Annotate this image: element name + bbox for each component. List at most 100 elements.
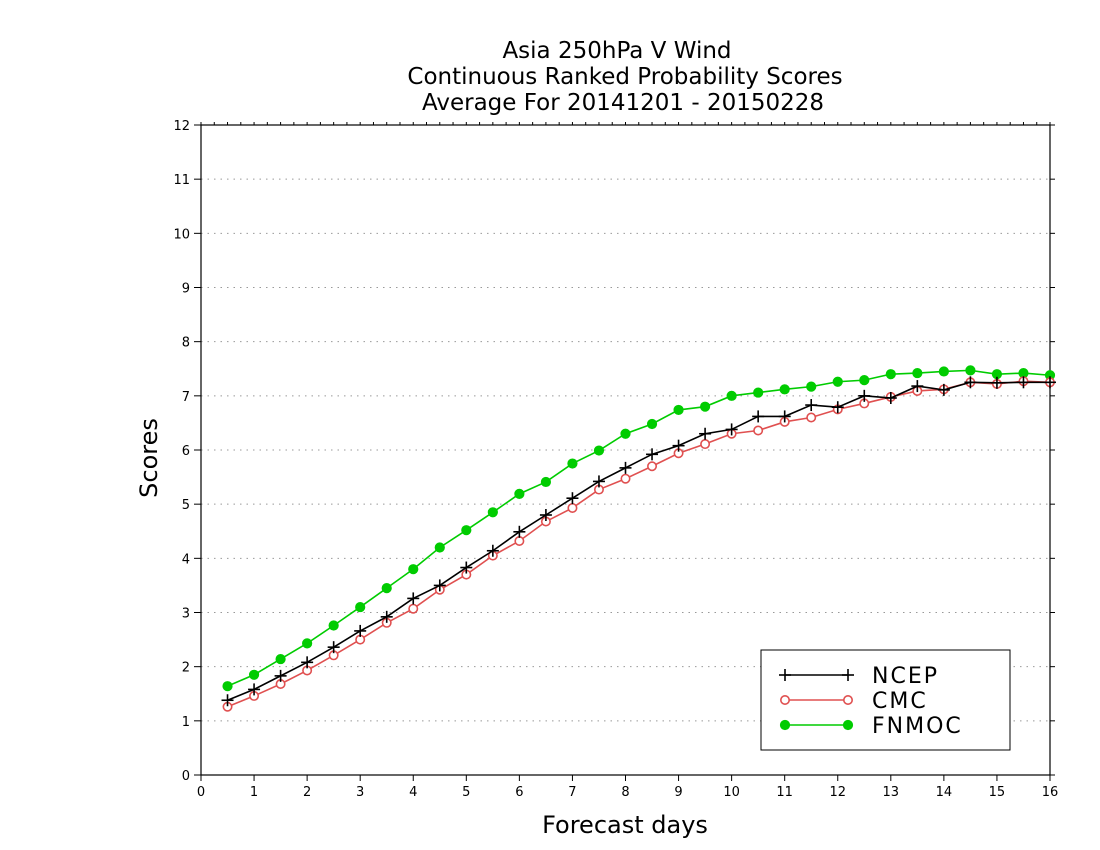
data-point-cmc	[806, 412, 817, 423]
data-point-ncep	[592, 475, 605, 488]
x-tick-label: 7	[568, 785, 576, 800]
legend-item-fnmoc: FNMOC	[779, 714, 963, 739]
data-point-fnmoc	[753, 387, 764, 398]
x-tick-label: 1	[250, 785, 258, 800]
data-point-ncep	[990, 376, 1003, 389]
data-point-fnmoc	[567, 458, 578, 469]
data-point-ncep	[778, 410, 791, 423]
data-point-cmc	[753, 425, 764, 436]
data-point-fnmoc	[938, 366, 949, 377]
data-point-ncep	[858, 389, 871, 402]
data-point-cmc	[620, 473, 631, 484]
data-point-ncep	[221, 694, 234, 707]
y-tick-label: 3	[182, 607, 190, 622]
y-tick-label: 5	[182, 498, 190, 513]
y-tick-label: 2	[182, 661, 190, 676]
x-tick-label: 3	[356, 785, 364, 800]
data-point-ncep	[911, 380, 924, 393]
legend-marker	[842, 669, 854, 681]
data-point-ncep	[1017, 376, 1030, 389]
x-axis-title: Forecast days	[542, 811, 708, 839]
x-tick-label: 6	[515, 785, 523, 800]
data-point-fnmoc	[355, 601, 366, 613]
legend-item-ncep: NCEP	[779, 664, 939, 689]
title-line-1: Asia 250hPa V Wind	[502, 38, 731, 64]
data-point-ncep	[327, 641, 340, 654]
data-point-ncep	[672, 439, 685, 452]
data-point-ncep	[566, 492, 579, 505]
data-point-fnmoc	[699, 401, 711, 412]
x-tick-label: 8	[621, 785, 629, 800]
title-line-3: Average For 20141201 - 20150228	[422, 90, 824, 116]
x-tick-label: 12	[829, 785, 846, 800]
x-tick-label: 4	[409, 785, 417, 800]
data-point-ncep	[301, 656, 314, 669]
x-tick-label: 15	[989, 785, 1006, 800]
y-tick-label: 7	[182, 390, 190, 405]
data-point-ncep	[699, 427, 712, 440]
data-point-fnmoc	[461, 525, 472, 536]
data-point-fnmoc	[593, 445, 605, 456]
data-point-fnmoc	[620, 428, 631, 439]
data-point-fnmoc	[248, 669, 260, 680]
data-point-cmc	[647, 461, 658, 472]
data-point-fnmoc	[965, 365, 976, 376]
data-point-ncep	[805, 399, 818, 412]
data-point-fnmoc	[381, 583, 392, 594]
data-point-ncep	[513, 525, 526, 538]
data-point-fnmoc	[726, 390, 737, 401]
series-group	[221, 365, 1056, 712]
data-point-ncep	[752, 410, 765, 423]
data-point-ncep	[486, 544, 499, 557]
data-point-cmc	[408, 603, 419, 614]
data-point-fnmoc	[779, 384, 790, 395]
legend-label-cmc: CMC	[872, 689, 928, 714]
y-tick-label: 0	[182, 769, 190, 784]
y-tick-label: 1	[182, 715, 190, 730]
data-point-ncep	[884, 392, 897, 404]
y-tick-label: 9	[182, 282, 190, 297]
legend-marker	[842, 694, 853, 705]
series-fnmoc	[222, 365, 1056, 692]
legend-marker	[842, 719, 854, 731]
x-tick-label: 16	[1042, 785, 1059, 800]
x-tick-label: 5	[462, 785, 470, 800]
data-point-fnmoc	[408, 564, 419, 575]
data-point-fnmoc	[328, 620, 339, 631]
data-point-ncep	[274, 669, 287, 682]
data-point-fnmoc	[487, 507, 498, 518]
x-tick-label: 2	[303, 785, 311, 800]
legend-label-fnmoc: FNMOC	[872, 714, 963, 739]
data-point-cmc	[700, 439, 711, 450]
x-tick-label: 11	[776, 785, 793, 800]
data-point-ncep	[725, 423, 738, 436]
data-point-ncep	[619, 461, 632, 474]
gridlines	[201, 178, 1050, 722]
data-point-ncep	[539, 509, 552, 521]
series-line-ncep	[227, 381, 1050, 701]
legend-label-ncep: NCEP	[872, 664, 939, 689]
data-point-fnmoc	[912, 367, 923, 379]
series-line-fnmoc	[227, 369, 1051, 687]
legend-item-cmc: CMC	[779, 689, 928, 714]
data-point-fnmoc	[275, 653, 286, 665]
data-point-ncep	[354, 624, 367, 637]
data-point-fnmoc	[673, 404, 684, 416]
data-point-ncep	[248, 683, 261, 696]
x-axis: 0 1 2 3 4 5 6 7 8 9 10 11 12 13 14 15 16	[197, 122, 1058, 800]
y-axis-title: Scores	[135, 418, 163, 498]
y-tick-label: 8	[182, 336, 190, 351]
data-point-ncep	[1044, 376, 1056, 389]
legend-marker	[779, 694, 790, 705]
data-point-fnmoc	[302, 638, 313, 649]
y-tick-label: 4	[182, 552, 190, 567]
data-point-ncep	[646, 448, 659, 461]
data-point-ncep	[433, 579, 446, 592]
x-tick-label: 14	[936, 785, 953, 800]
data-point-fnmoc	[222, 681, 233, 692]
y-tick-label: 10	[173, 227, 190, 242]
data-point-cmc	[567, 502, 578, 513]
